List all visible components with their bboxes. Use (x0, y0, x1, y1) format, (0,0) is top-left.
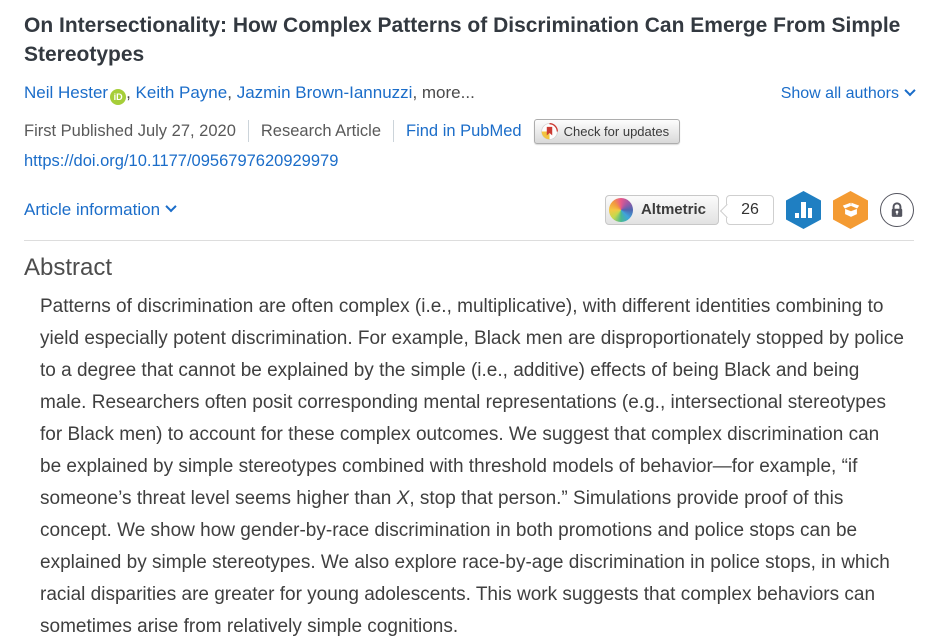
altmetric-button[interactable]: Altmetric (604, 194, 719, 225)
article-title: On Intersectionality: How Complex Patter… (24, 14, 901, 66)
vertical-divider (393, 120, 395, 143)
abstract-italic-x: X (396, 487, 410, 509)
authors-more-label[interactable]: more... (421, 82, 475, 102)
chevron-down-icon (904, 85, 916, 97)
open-box-icon[interactable] (833, 190, 868, 229)
author-list: Neil Hester iD, Keith Payne, Jazmin Brown… (24, 83, 475, 105)
author-separator: , (227, 82, 237, 102)
altmetric-logo-icon (608, 197, 633, 222)
doi-row: https://doi.org/10.1177/0956797620929979 (24, 152, 914, 171)
article-info-row: Article information Altmetric 26 (24, 190, 914, 229)
article-type-label: Research Article (260, 121, 382, 140)
open-box-glyph (842, 202, 859, 217)
publication-meta-row: First Published July 27, 2020 Research A… (24, 118, 914, 144)
show-all-authors-button[interactable]: Show all authors (780, 84, 916, 103)
article-information-toggle[interactable]: Article information (24, 199, 177, 220)
abstract-heading: Abstract (24, 253, 113, 281)
first-published-date: First Published July 27, 2020 (24, 121, 236, 140)
author-separator: , (412, 82, 422, 102)
access-lock-icon[interactable] (880, 192, 914, 227)
author-link-neil-hester[interactable]: Neil Hester (24, 82, 109, 102)
article-information-label: Article information (24, 199, 161, 219)
abstract-part-2: , stop that person.” Simulations provide… (40, 487, 890, 637)
find-in-pubmed-link[interactable]: Find in PubMed (406, 121, 522, 140)
crossmark-icon (540, 122, 558, 140)
padlock-glyph (891, 202, 903, 217)
abstract-text: Patterns of discrimination are often com… (24, 291, 904, 643)
author-link-jazmin-brown-iannuzzi[interactable]: Jazmin Brown-Iannuzzi (236, 82, 413, 102)
altmetric-label: Altmetric (640, 201, 706, 219)
orcid-icon[interactable]: iD (110, 88, 127, 105)
plumx-metrics-icon[interactable] (786, 190, 821, 229)
metrics-cluster: Altmetric 26 (604, 190, 914, 229)
author-link-keith-payne[interactable]: Keith Payne (135, 82, 228, 102)
author-separator: , (126, 82, 136, 102)
authors-row: Neil Hester iD, Keith Payne, Jazmin Brown… (24, 83, 916, 105)
vertical-divider (247, 120, 249, 143)
altmetric-score-badge[interactable]: 26 (726, 194, 774, 225)
show-all-authors-label: Show all authors (780, 84, 899, 102)
chevron-down-icon (165, 201, 177, 213)
abstract-part-1: Patterns of discrimination are often com… (40, 295, 904, 509)
altmetric-badge[interactable]: Altmetric 26 (604, 194, 774, 225)
check-for-updates-label: Check for updates (563, 123, 670, 139)
check-for-updates-button[interactable]: Check for updates (533, 118, 681, 144)
bar-chart-icon (794, 201, 813, 218)
section-divider (24, 239, 914, 241)
doi-link[interactable]: https://doi.org/10.1177/0956797620929979 (24, 151, 339, 170)
